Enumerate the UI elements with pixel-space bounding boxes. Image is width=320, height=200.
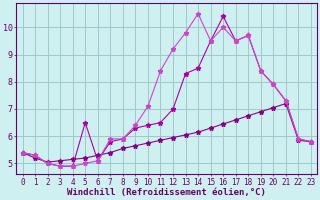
X-axis label: Windchill (Refroidissement éolien,°C): Windchill (Refroidissement éolien,°C) xyxy=(67,188,266,197)
